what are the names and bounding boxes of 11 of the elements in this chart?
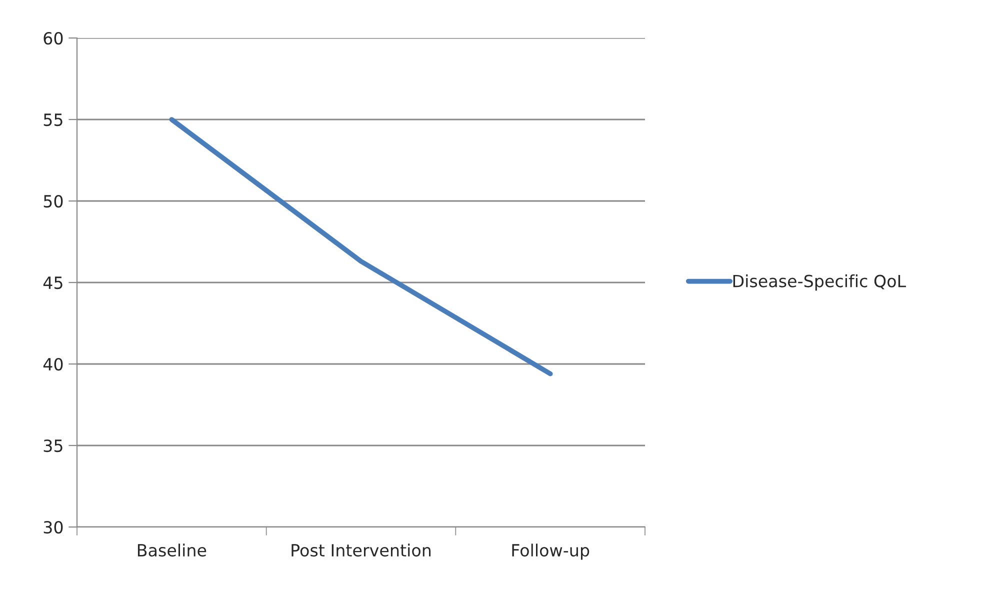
y-tick-label: 30	[44, 520, 63, 534]
x-tick-label: Follow-up	[512, 544, 590, 560]
y-tick-label: 35	[44, 439, 62, 452]
x-tick-label: Post Intervention	[292, 544, 431, 557]
y-tick-label: 55	[44, 114, 62, 126]
y-tick-label: 50	[44, 194, 63, 208]
y-tick-label: 40	[43, 358, 63, 371]
legend-label: Disease-Specific QoL	[733, 274, 906, 291]
y-tick-label: 45	[43, 276, 62, 290]
x-tick-label: Baseline	[138, 544, 206, 557]
y-tick-label: 60	[44, 32, 63, 45]
